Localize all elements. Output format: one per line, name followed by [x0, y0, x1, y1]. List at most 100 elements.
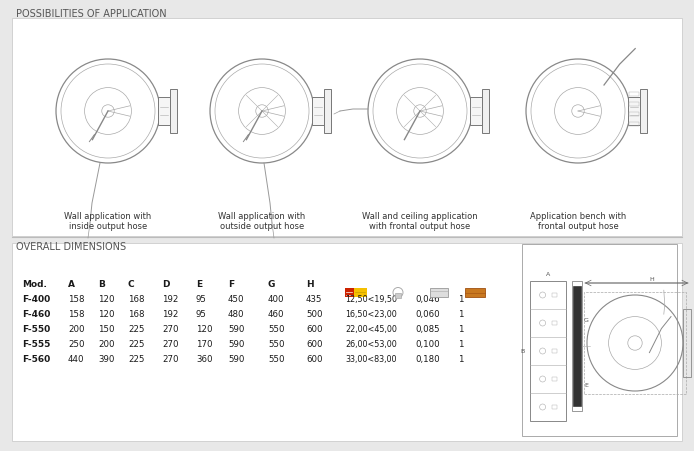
Text: 158: 158 — [68, 309, 85, 318]
Text: G: G — [268, 279, 276, 288]
Text: 600: 600 — [306, 354, 323, 363]
Text: 1: 1 — [458, 339, 464, 348]
Text: B: B — [98, 279, 105, 288]
Text: 460: 460 — [268, 309, 285, 318]
Text: 225: 225 — [128, 339, 144, 348]
Text: 95: 95 — [196, 295, 207, 304]
Text: 600: 600 — [306, 339, 323, 348]
Text: 158: 158 — [68, 295, 85, 304]
Text: F-555: F-555 — [22, 339, 51, 348]
Text: Mod.: Mod. — [22, 279, 47, 288]
Text: 1: 1 — [458, 354, 464, 363]
Text: Application bench with
frontal output hose: Application bench with frontal output ho… — [530, 211, 626, 230]
Bar — [629, 103, 639, 107]
Text: F: F — [228, 279, 234, 288]
Text: 1: 1 — [458, 295, 464, 304]
Text: 550: 550 — [268, 324, 285, 333]
Text: 22,00<45,00: 22,00<45,00 — [345, 324, 397, 333]
Bar — [584, 292, 686, 394]
Bar — [465, 288, 485, 297]
Bar — [640, 90, 647, 133]
Bar — [170, 90, 177, 133]
Text: B: B — [520, 349, 525, 354]
Text: H: H — [649, 276, 654, 281]
Text: 170: 170 — [196, 339, 212, 348]
Text: 590: 590 — [228, 324, 244, 333]
Bar — [312, 98, 324, 126]
Text: 120: 120 — [196, 324, 212, 333]
Bar — [395, 293, 401, 298]
Text: 200: 200 — [98, 339, 115, 348]
Text: 440: 440 — [68, 354, 85, 363]
Bar — [482, 90, 489, 133]
Bar — [552, 377, 557, 381]
Text: F-550: F-550 — [22, 324, 50, 333]
Text: F-400: F-400 — [22, 295, 50, 304]
FancyBboxPatch shape — [12, 19, 682, 236]
Text: 270: 270 — [162, 354, 178, 363]
Text: 95: 95 — [196, 309, 207, 318]
Text: 480: 480 — [228, 309, 244, 318]
Text: 225: 225 — [128, 324, 144, 333]
Bar — [573, 286, 581, 406]
Text: 360: 360 — [196, 354, 212, 363]
Text: 250: 250 — [68, 339, 85, 348]
FancyBboxPatch shape — [345, 288, 354, 297]
Text: F-560: F-560 — [22, 354, 50, 363]
Text: 225: 225 — [128, 354, 144, 363]
Bar — [629, 123, 639, 127]
Text: 150: 150 — [98, 324, 115, 333]
Text: Wall and ceiling application
with frontal output hose: Wall and ceiling application with fronta… — [362, 211, 477, 230]
Text: Wall application with
inside output hose: Wall application with inside output hose — [65, 211, 151, 230]
Text: 0,060: 0,060 — [415, 309, 439, 318]
Bar — [552, 293, 557, 297]
Text: 168: 168 — [128, 295, 144, 304]
Text: 16,50<23,00: 16,50<23,00 — [345, 309, 397, 318]
Bar — [629, 113, 639, 117]
Bar — [552, 349, 557, 353]
Text: 1: 1 — [458, 324, 464, 333]
Bar — [628, 98, 640, 126]
Text: 550: 550 — [268, 354, 285, 363]
FancyBboxPatch shape — [12, 244, 682, 441]
Text: 550: 550 — [268, 339, 285, 348]
Text: G: G — [584, 318, 589, 323]
Text: 270: 270 — [162, 324, 178, 333]
Bar — [158, 98, 170, 126]
Text: 590: 590 — [228, 339, 244, 348]
Bar — [552, 321, 557, 325]
Text: Wall application with
outside output hose: Wall application with outside output hos… — [219, 211, 305, 230]
Text: 200: 200 — [68, 324, 85, 333]
Text: 600: 600 — [306, 324, 323, 333]
Bar — [530, 281, 566, 421]
Bar — [683, 310, 691, 377]
Bar — [324, 90, 331, 133]
Text: 390: 390 — [98, 354, 115, 363]
Text: 192: 192 — [162, 295, 178, 304]
Text: H: H — [306, 279, 314, 288]
Text: 400: 400 — [268, 295, 285, 304]
Bar — [522, 244, 677, 436]
Text: 1: 1 — [458, 309, 464, 318]
Text: 0,046: 0,046 — [415, 295, 439, 304]
Text: 33,00<83,00: 33,00<83,00 — [345, 354, 396, 363]
Text: 192: 192 — [162, 309, 178, 318]
Text: 0,180: 0,180 — [415, 354, 439, 363]
Text: E: E — [196, 279, 202, 288]
Text: 0,100: 0,100 — [415, 339, 439, 348]
Text: 120: 120 — [98, 309, 115, 318]
Bar — [470, 98, 482, 126]
Text: E: E — [584, 382, 588, 388]
Text: 500: 500 — [306, 309, 323, 318]
Text: OVERALL DIMENSIONS: OVERALL DIMENSIONS — [16, 241, 126, 252]
Text: 168: 168 — [128, 309, 144, 318]
Text: D: D — [162, 279, 169, 288]
Bar — [430, 288, 448, 297]
Text: A: A — [546, 272, 550, 276]
Text: C: C — [128, 279, 135, 288]
Text: 26,00<53,00: 26,00<53,00 — [345, 339, 397, 348]
Text: 435: 435 — [306, 295, 323, 304]
Text: 270: 270 — [162, 339, 178, 348]
Bar — [629, 93, 639, 97]
Text: 450: 450 — [228, 295, 244, 304]
